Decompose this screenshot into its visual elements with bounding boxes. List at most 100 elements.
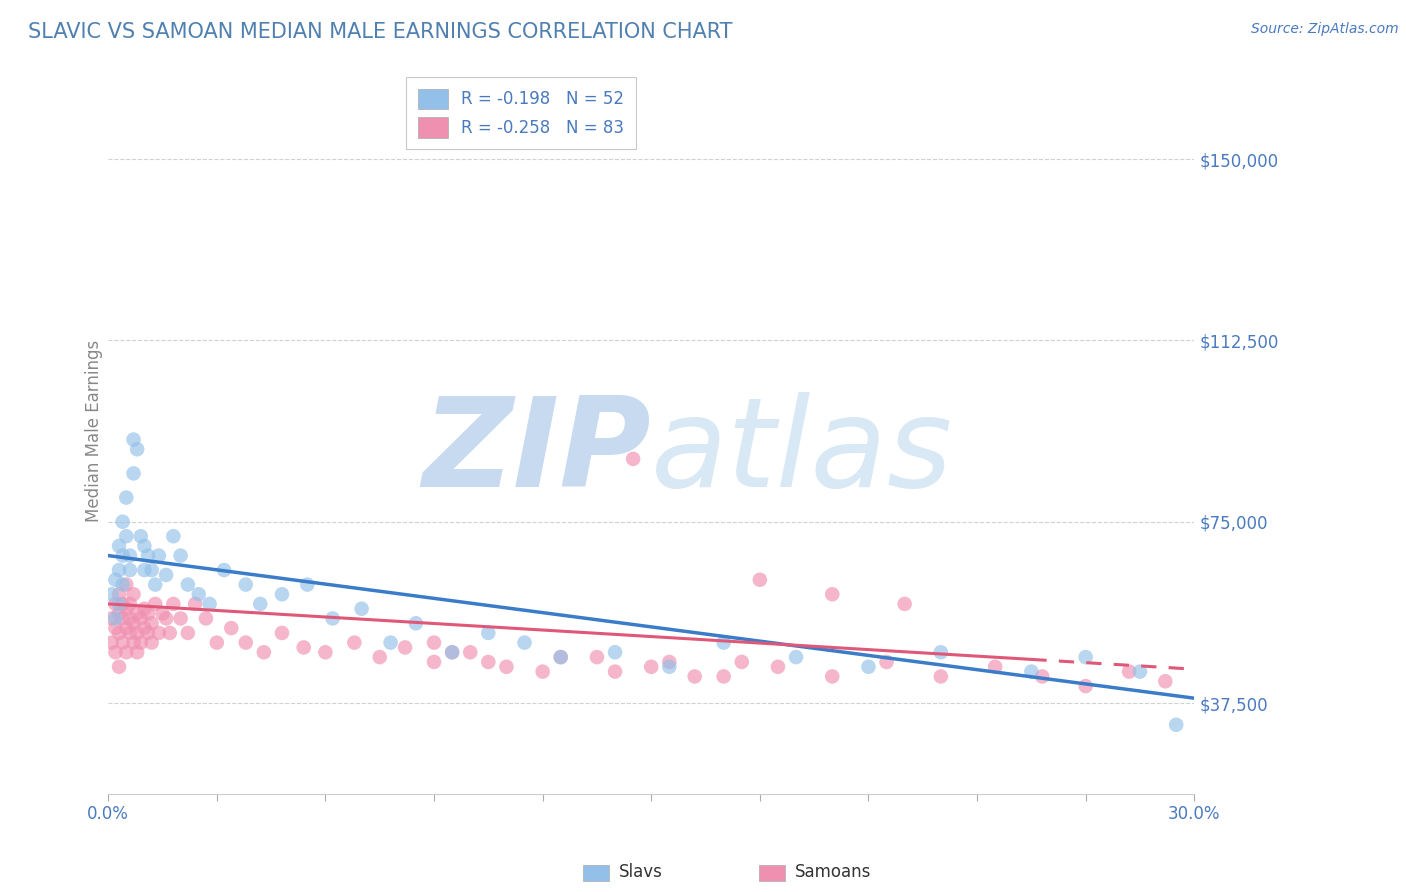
Point xyxy=(658,655,681,669)
Point xyxy=(108,626,131,640)
Point xyxy=(292,640,315,655)
Point xyxy=(111,515,134,529)
Point xyxy=(380,635,402,649)
Point xyxy=(297,577,319,591)
Point xyxy=(111,597,134,611)
Point xyxy=(423,655,446,669)
Point xyxy=(513,635,536,649)
Point xyxy=(115,645,138,659)
Point xyxy=(162,597,184,611)
Point xyxy=(550,650,572,665)
Point xyxy=(115,577,138,591)
Point xyxy=(394,640,416,655)
Point xyxy=(821,587,844,601)
Point xyxy=(785,650,807,665)
Point xyxy=(586,650,609,665)
Point xyxy=(104,611,127,625)
Point xyxy=(148,549,170,563)
Point xyxy=(129,611,152,625)
Point xyxy=(184,597,207,611)
Y-axis label: Median Male Earnings: Median Male Earnings xyxy=(86,340,103,522)
Point xyxy=(1166,718,1188,732)
Point xyxy=(177,577,200,591)
Point xyxy=(122,433,145,447)
Point xyxy=(713,669,735,683)
Point xyxy=(658,660,681,674)
Point xyxy=(477,626,499,640)
Point xyxy=(495,660,517,674)
Point xyxy=(314,645,336,659)
Text: atlas: atlas xyxy=(651,392,953,514)
Point xyxy=(122,587,145,601)
Point xyxy=(1074,679,1097,693)
Point xyxy=(159,626,181,640)
Point xyxy=(343,635,366,649)
Point xyxy=(621,451,644,466)
Point xyxy=(143,597,166,611)
Point xyxy=(127,645,149,659)
Point xyxy=(198,597,221,611)
Point xyxy=(108,539,131,553)
Point xyxy=(1129,665,1152,679)
Text: Slavs: Slavs xyxy=(619,863,662,881)
Point xyxy=(118,611,141,625)
Point xyxy=(111,611,134,625)
Point xyxy=(984,660,1007,674)
Text: ZIP: ZIP xyxy=(422,392,651,514)
Point xyxy=(104,645,127,659)
Point xyxy=(235,577,257,591)
Point xyxy=(1021,665,1043,679)
Point xyxy=(129,529,152,543)
Point xyxy=(104,597,127,611)
Point xyxy=(821,669,844,683)
Point xyxy=(118,563,141,577)
Point xyxy=(1031,669,1053,683)
Point xyxy=(1118,665,1140,679)
Point xyxy=(929,645,952,659)
Point xyxy=(134,621,156,635)
Point xyxy=(162,529,184,543)
Point xyxy=(108,660,131,674)
Point xyxy=(136,626,159,640)
Point xyxy=(122,635,145,649)
Point xyxy=(122,467,145,481)
Text: SLAVIC VS SAMOAN MEDIAN MALE EARNINGS CORRELATION CHART: SLAVIC VS SAMOAN MEDIAN MALE EARNINGS CO… xyxy=(28,22,733,42)
Point xyxy=(101,611,124,625)
Point xyxy=(127,442,149,457)
Point xyxy=(441,645,464,659)
Point xyxy=(550,650,572,665)
Point xyxy=(118,626,141,640)
Point xyxy=(118,549,141,563)
Point xyxy=(108,587,131,601)
Point xyxy=(640,660,662,674)
Point xyxy=(748,573,770,587)
Point xyxy=(136,607,159,621)
Point xyxy=(155,611,177,625)
Point xyxy=(115,491,138,505)
Point xyxy=(603,665,626,679)
Point xyxy=(194,611,217,625)
Point xyxy=(127,607,149,621)
Point xyxy=(141,563,163,577)
Point xyxy=(134,601,156,615)
Point xyxy=(531,665,554,679)
Point xyxy=(143,577,166,591)
Point xyxy=(127,626,149,640)
Point xyxy=(104,573,127,587)
Legend: R = -0.198   N = 52, R = -0.258   N = 83: R = -0.198 N = 52, R = -0.258 N = 83 xyxy=(406,77,636,149)
Point xyxy=(249,597,271,611)
Point xyxy=(477,655,499,669)
Point xyxy=(115,529,138,543)
Point xyxy=(458,645,481,659)
Point xyxy=(1154,674,1177,689)
Point xyxy=(111,577,134,591)
Point xyxy=(219,621,242,635)
Point xyxy=(187,587,209,601)
Point xyxy=(152,607,174,621)
Point xyxy=(713,635,735,649)
Point xyxy=(603,645,626,659)
Point xyxy=(101,635,124,649)
Point xyxy=(104,621,127,635)
Point xyxy=(108,563,131,577)
Point xyxy=(177,626,200,640)
